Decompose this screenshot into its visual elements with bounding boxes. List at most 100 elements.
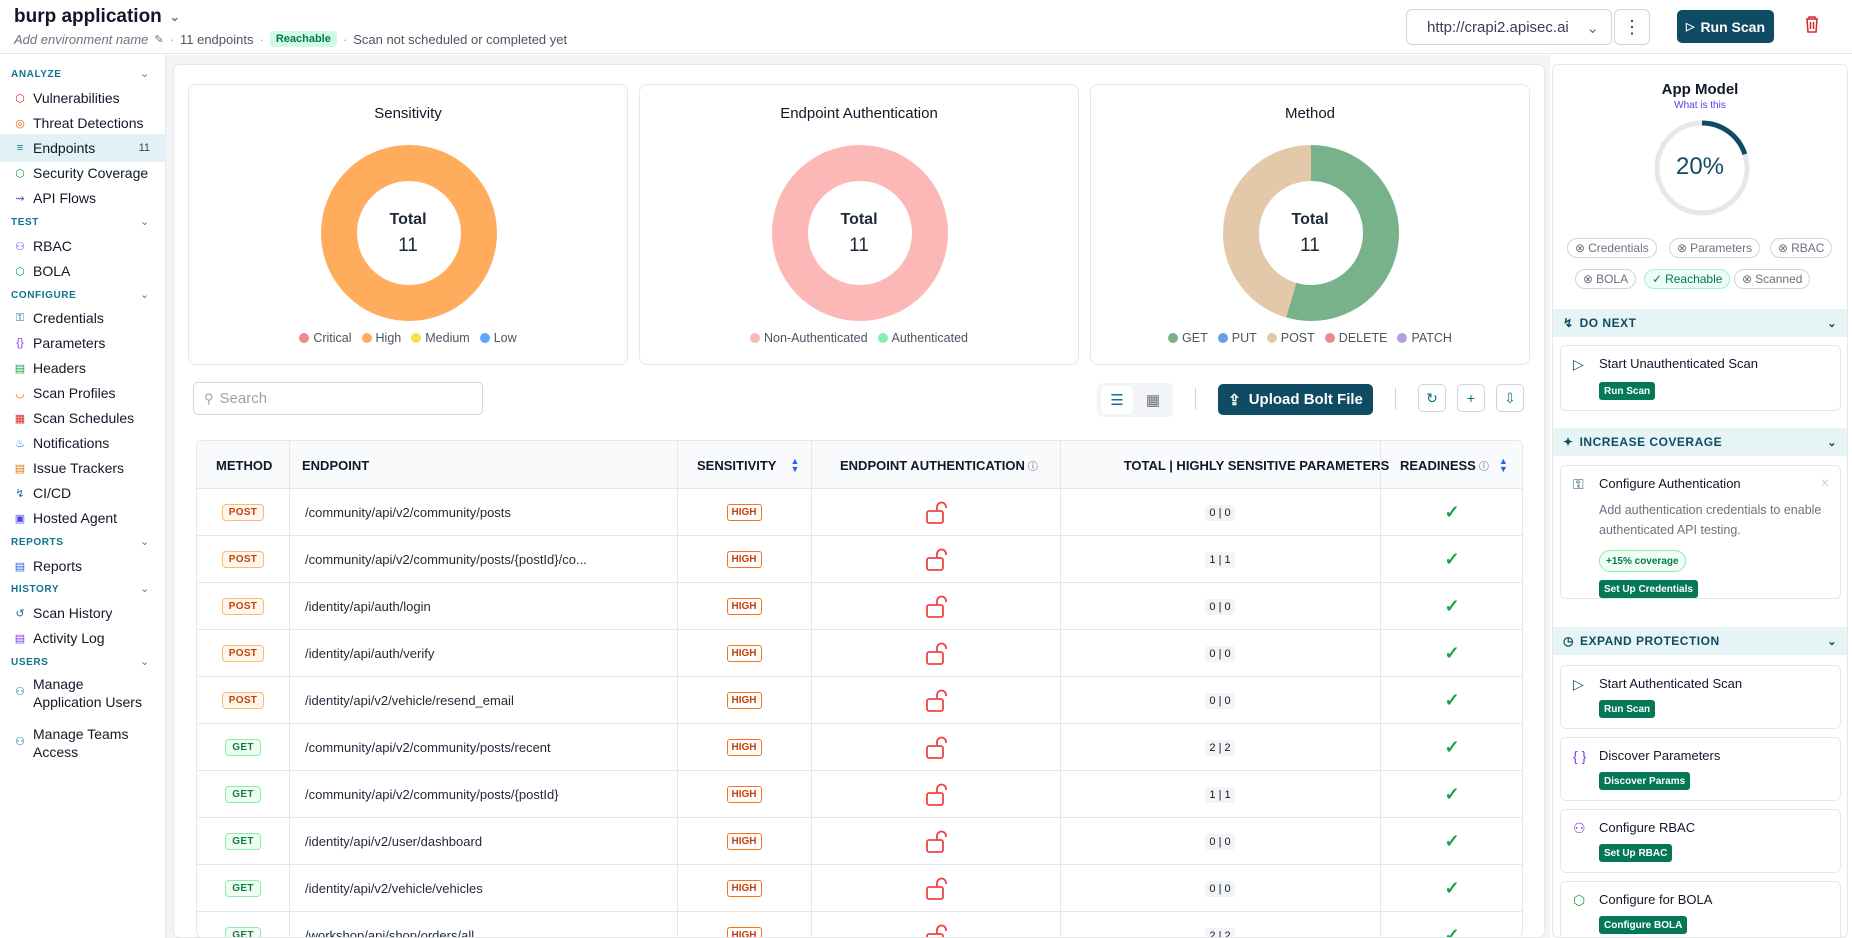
search-input[interactable]: ⚲ Search bbox=[193, 382, 483, 415]
url-select[interactable]: http://crapi2.apisec.ai ⌄ bbox=[1406, 9, 1612, 45]
header-parameters[interactable]: TOTAL | HIGHLY SENSITIVE PARAMETERS bbox=[1123, 457, 1390, 473]
list-view-button[interactable]: ☰ bbox=[1101, 386, 1133, 414]
endpoint-path[interactable]: /identity/api/auth/login bbox=[305, 599, 431, 614]
table-icon: ▤ bbox=[14, 362, 26, 375]
endpoint-path[interactable]: /identity/api/v2/vehicle/resend_email bbox=[305, 693, 514, 708]
set-up-rbac-button[interactable]: Set Up RBAC bbox=[1599, 844, 1673, 862]
endpoint-path[interactable]: /workshop/api/shop/orders/all bbox=[305, 928, 475, 938]
header-endpoint-authentication[interactable]: ENDPOINT AUTHENTICATION ⓘ bbox=[840, 457, 1038, 473]
header-method[interactable]: METHOD bbox=[216, 457, 273, 473]
more-options-button[interactable]: ⋮ bbox=[1614, 9, 1650, 45]
readiness-cell: ✓ bbox=[1380, 536, 1522, 583]
expand-protection-section[interactable]: ◷ EXPAND PROTECTION ⌄ bbox=[1553, 627, 1847, 655]
sidebar-item-scan-schedules[interactable]: ▦ Scan Schedules bbox=[0, 404, 166, 432]
chip-bola: ⊗ BOLA bbox=[1575, 269, 1637, 289]
chevron-down-icon[interactable]: ⌄ bbox=[140, 583, 150, 595]
env-name[interactable]: Add environment name bbox=[14, 31, 149, 47]
sidebar-item-activity-log[interactable]: ▤ Activity Log bbox=[0, 624, 166, 652]
endpoint-path[interactable]: /community/api/v2/community/posts bbox=[305, 505, 511, 520]
increase-coverage-section[interactable]: ✦ INCREASE COVERAGE ⌄ bbox=[1553, 428, 1847, 456]
table-row[interactable]: GET/community/api/v2/community/posts/{po… bbox=[197, 771, 1522, 818]
run-scan-button[interactable]: Run Scan bbox=[1599, 700, 1656, 718]
sidebar-item-manage-application-users[interactable]: ⚇ Manage Application Users bbox=[0, 671, 166, 711]
header-readiness[interactable]: READINESS ⓘ ▲ ▼ bbox=[1400, 456, 1508, 474]
total-value: 11 bbox=[849, 235, 869, 256]
sidebar-item-security-coverage[interactable]: ⬡ Security Coverage bbox=[0, 159, 166, 187]
what-is-this-link[interactable]: What is this bbox=[1674, 100, 1726, 111]
endpoint-path[interactable]: /identity/api/v2/vehicle/vehicles bbox=[305, 881, 483, 896]
endpoint-path[interactable]: /identity/api/v2/user/dashboard bbox=[305, 834, 483, 849]
header-sensitivity[interactable]: SENSITIVITY ▲ ▼ bbox=[697, 456, 800, 474]
chevron-down-icon[interactable]: ⌄ bbox=[140, 656, 150, 668]
table-row[interactable]: GET/identity/api/v2/user/dashboard HIGH 0 … bbox=[197, 818, 1522, 865]
sidebar-item-reports[interactable]: ▤ Reports bbox=[0, 552, 166, 580]
pencil-icon[interactable]: ✎ bbox=[154, 33, 164, 46]
set-up-credentials-button[interactable]: Set Up Credentials bbox=[1599, 580, 1698, 598]
check-icon: ✓ bbox=[1444, 502, 1460, 522]
sidebar-item-hosted-agent[interactable]: ▣ Hosted Agent bbox=[0, 504, 166, 532]
parameter-count: 2 | 2 bbox=[1205, 739, 1235, 756]
table-row[interactable]: POST/identity/api/v2/vehicle/resend_emai… bbox=[197, 677, 1522, 724]
chevron-down-icon[interactable]: ⌄ bbox=[140, 536, 150, 548]
endpoint-path[interactable]: /community/api/v2/community/posts/recent bbox=[305, 740, 551, 755]
readiness-cell: ✓ bbox=[1380, 630, 1522, 677]
header-endpoint[interactable]: ENDPOINT bbox=[302, 457, 370, 473]
column-divider bbox=[1380, 441, 1381, 937]
bell-icon: ♨ bbox=[15, 437, 25, 450]
chevron-down-icon[interactable]: ⌄ bbox=[140, 68, 150, 80]
info-icon[interactable]: ⓘ bbox=[1478, 461, 1489, 473]
table-row[interactable]: GET/community/api/v2/community/posts/rec… bbox=[197, 724, 1522, 771]
info-icon[interactable]: ⓘ bbox=[1027, 461, 1038, 473]
sidebar-item-parameters[interactable]: {} Parameters bbox=[0, 329, 166, 357]
run-scan-button[interactable]: Run Scan bbox=[1599, 382, 1656, 400]
refresh-button[interactable]: ↻ bbox=[1418, 384, 1446, 412]
run-scan-button[interactable]: ▷ Run Scan bbox=[1677, 10, 1774, 43]
app-selector[interactable]: burp application ⌄ bbox=[14, 6, 180, 28]
unlocked-icon bbox=[811, 771, 1060, 818]
sidebar-item-scan-history[interactable]: ↺ Scan History bbox=[0, 599, 166, 627]
endpoint-path[interactable]: /community/api/v2/community/posts/{postI… bbox=[305, 787, 559, 802]
table-row[interactable]: POST/community/api/v2/community/posts HIG… bbox=[197, 489, 1522, 536]
upload-bolt-file-button[interactable]: ⇪ Upload Bolt File bbox=[1218, 384, 1373, 415]
endpoint-path[interactable]: /identity/api/auth/verify bbox=[305, 646, 435, 661]
method-cell: POST bbox=[197, 583, 289, 630]
do-next-section[interactable]: ↯ DO NEXT ⌄ bbox=[1553, 309, 1847, 337]
sensitivity-cell: HIGH bbox=[677, 630, 811, 677]
sidebar-item-headers[interactable]: ▤ Headers bbox=[0, 354, 166, 382]
table-row[interactable]: GET/identity/api/v2/vehicle/vehicles HIGH… bbox=[197, 865, 1522, 912]
sort-icon[interactable]: ▲ ▼ bbox=[1498, 456, 1508, 474]
unlocked-icon bbox=[811, 677, 1060, 724]
sidebar-item-ci-cd[interactable]: ↯ CI/CD bbox=[0, 479, 166, 507]
table-row[interactable]: GET/workshop/api/shop/orders/all HIGH 2 | … bbox=[197, 912, 1522, 938]
chevron-down-icon[interactable]: ⌄ bbox=[140, 289, 150, 301]
endpoint-path[interactable]: /community/api/v2/community/posts/{postI… bbox=[305, 552, 587, 567]
sidebar-item-bola[interactable]: ⬡ BOLA bbox=[0, 257, 166, 285]
check-icon: ✓ bbox=[1444, 925, 1460, 938]
trash-icon[interactable] bbox=[1804, 15, 1820, 38]
sidebar-item-endpoints[interactable]: ≡ Endpoints 11 bbox=[0, 134, 166, 162]
table-row[interactable]: POST/identity/api/auth/login HIGH 0 | 0 ✓ bbox=[197, 583, 1522, 630]
configure-bola-button[interactable]: Configure BOLA bbox=[1599, 916, 1688, 934]
sidebar-item-credentials[interactable]: ⚿ Credentials bbox=[0, 304, 166, 332]
sidebar-item-vulnerabilities[interactable]: ⬡ Vulnerabilities bbox=[0, 84, 166, 112]
method-cell: GET bbox=[197, 912, 289, 937]
chevron-down-icon[interactable]: ⌄ bbox=[140, 216, 150, 228]
sidebar-item-issue-trackers[interactable]: ▤ Issue Trackers bbox=[0, 454, 166, 482]
braces-icon: { } bbox=[1573, 748, 1587, 764]
sidebar-item-api-flows[interactable]: ⇝ API Flows bbox=[0, 184, 166, 212]
sort-icon[interactable]: ▲ ▼ bbox=[790, 456, 800, 474]
table-row[interactable]: POST/community/api/v2/community/posts/{p… bbox=[197, 536, 1522, 583]
sidebar-item-notifications[interactable]: ♨ Notifications bbox=[0, 429, 166, 457]
add-button[interactable]: + bbox=[1457, 384, 1485, 412]
download-button[interactable]: ⇩ bbox=[1496, 384, 1524, 412]
sidebar-item-manage-teams-access[interactable]: ⚇ Manage Teams Access bbox=[0, 721, 166, 761]
table-row[interactable]: POST/identity/api/auth/verify HIGH 0 | 0 ✓ bbox=[197, 630, 1522, 677]
sensitivity-badge: HIGH bbox=[726, 598, 762, 615]
close-icon[interactable]: ✕ bbox=[1819, 476, 1830, 490]
sidebar-item-rbac[interactable]: ⚇ RBAC bbox=[0, 232, 166, 260]
discover-params-button[interactable]: Discover Params bbox=[1599, 772, 1691, 790]
sidebar-section-history: HISTORY bbox=[11, 584, 60, 595]
sidebar-item-threat-detections[interactable]: ◎ Threat Detections bbox=[0, 109, 166, 137]
sidebar-item-scan-profiles[interactable]: ◡ Scan Profiles bbox=[0, 379, 166, 407]
grid-view-button[interactable]: ▦ bbox=[1137, 386, 1169, 414]
